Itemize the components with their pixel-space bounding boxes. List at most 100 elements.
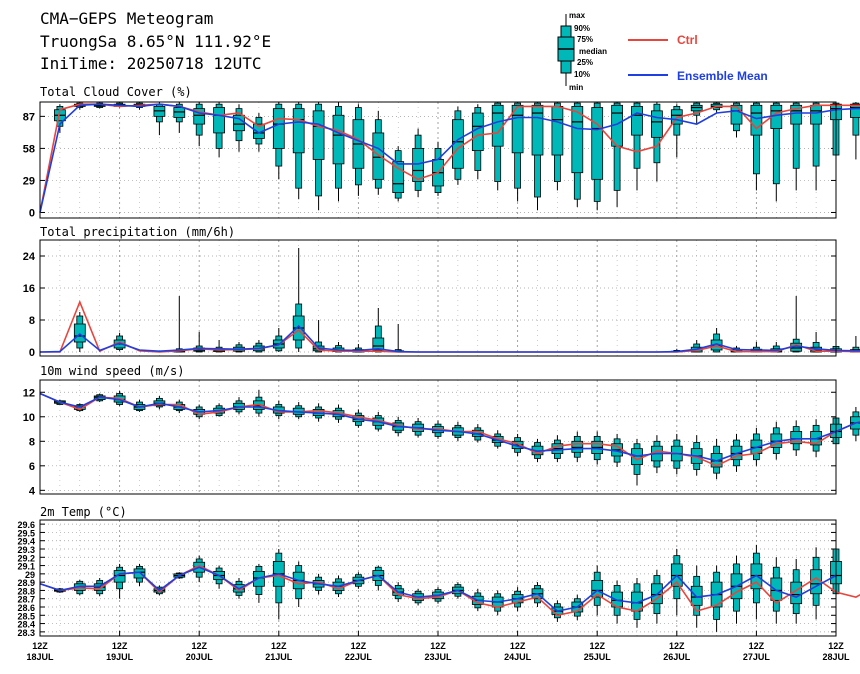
box-outer <box>772 102 780 185</box>
box-inner <box>631 106 643 136</box>
box-inner <box>511 104 524 154</box>
x-tick-label-date: 22JUL <box>345 652 373 662</box>
box-whisker <box>253 340 265 353</box>
box-inner <box>810 569 822 595</box>
box-whisker <box>392 146 405 202</box>
box-inner <box>332 114 345 165</box>
ctrl-line <box>39 392 860 467</box>
y-tick-label: 29.1 <box>17 562 35 572</box>
box-whisker <box>233 104 245 152</box>
box-whisker <box>173 296 186 353</box>
box-whisker <box>611 102 623 207</box>
y-tick-label: 29 <box>25 570 35 580</box>
y-tick-label: 29.4 <box>17 537 35 547</box>
box-whisker <box>272 328 285 352</box>
box-whisker <box>611 580 623 624</box>
y-tick-label: 28.3 <box>17 628 35 638</box>
panel-3: 28.328.428.528.628.728.828.92929.129.229… <box>17 519 860 638</box>
box-whisker <box>392 324 405 353</box>
box-inner <box>471 112 484 152</box>
x-tick-label-date: 18JUL <box>26 652 54 662</box>
box-whisker <box>372 110 385 195</box>
box-outer <box>812 102 820 167</box>
panel-frame <box>39 239 837 357</box>
box-inner <box>551 106 564 156</box>
box-whisker <box>173 102 186 133</box>
box-inner <box>193 108 206 125</box>
panel-frame <box>39 101 837 219</box>
x-tick-label-date: 24JUL <box>504 652 532 662</box>
y-tick-label: 28.4 <box>17 620 35 630</box>
box-whisker <box>670 104 683 158</box>
box-whisker <box>272 102 285 180</box>
x-tick-label-date: 19JUL <box>106 652 134 662</box>
box-inner <box>531 104 544 156</box>
box-inner <box>750 104 763 136</box>
box-inner <box>651 110 663 138</box>
box-legend-label-10: 10% <box>574 70 590 79</box>
x-tick-label-hour: 12Z <box>828 641 844 651</box>
y-tick-label: 6 <box>29 461 35 473</box>
box-whisker <box>332 102 345 202</box>
box-whisker <box>531 102 544 211</box>
y-tick-label: 29.3 <box>17 545 35 555</box>
x-tick-label-hour: 12Z <box>669 641 685 651</box>
y-tick-label: 28.8 <box>17 586 35 596</box>
x-tick-label-date: 20JUL <box>186 652 214 662</box>
panel-2: 4 6 8 10 12 <box>23 379 860 497</box>
box-outer <box>852 102 860 136</box>
box-inner <box>770 577 783 601</box>
panel-1: 0 8 16 24 <box>23 239 860 359</box>
line-legend: Ctrl Ensemble Mean <box>628 33 768 83</box>
panel-title-precip: Total precipitation (mm/6h) <box>40 225 235 239</box>
box-inner <box>571 440 584 453</box>
box-whisker <box>790 296 803 353</box>
box-whisker <box>790 102 803 191</box>
legend-mean-label: Ensemble Mean <box>677 69 768 83</box>
header-title: CMA−GEPS Meteogram <box>40 9 213 28</box>
panel-title-temp: 2m Temp (°C) <box>40 505 127 519</box>
y-tick-label: 28.5 <box>17 611 35 621</box>
header-location: TruongSa 8.65°N 111.92°E <box>40 32 271 51</box>
header-init-time: IniTime: 20250718 12UTC <box>40 54 262 73</box>
y-tick-label: 10 <box>23 412 35 424</box>
x-tick-label-hour: 12Z <box>510 641 526 651</box>
box-whisker <box>312 102 325 211</box>
box-inner <box>372 132 385 180</box>
box-whisker <box>810 547 822 620</box>
box-legend-label-25: 25% <box>577 58 593 67</box>
ensemble-mean-line <box>39 566 837 612</box>
box-inner <box>372 337 385 351</box>
y-tick-label: 28.9 <box>17 578 35 588</box>
ctrl-line <box>40 299 860 353</box>
box-whisker-legend: max 90% 75% median 25% 10% min <box>557 11 607 92</box>
box-whisker <box>292 248 305 352</box>
y-tick-label: 58 <box>23 143 35 155</box>
x-tick-label-date: 21JUL <box>265 652 293 662</box>
y-tick-label: 29.2 <box>17 553 35 563</box>
x-tick-label-date: 25JUL <box>584 652 612 662</box>
box-whisker <box>511 102 524 202</box>
box-inner <box>730 104 743 125</box>
x-tick-label-date: 26JUL <box>663 652 691 662</box>
box-whisker <box>491 590 504 616</box>
panel-frame <box>39 379 837 495</box>
box-whisker <box>770 102 783 202</box>
y-tick-label: 4 <box>29 485 36 497</box>
y-tick-label: 12 <box>23 387 35 399</box>
box-inner <box>790 431 803 445</box>
y-tick-label: 8 <box>29 315 35 327</box>
x-axis: 12Z18JUL12Z19JUL12Z20JUL12Z21JUL12Z22JUL… <box>26 631 850 662</box>
box-whisker <box>253 389 265 417</box>
x-tick-label-hour: 12Z <box>191 641 207 651</box>
panel-0: 0 29 58 87 <box>23 101 860 219</box>
box-inner <box>810 104 822 125</box>
box-whisker <box>571 102 584 207</box>
box-whisker <box>850 336 860 353</box>
box-inner <box>591 107 604 180</box>
x-tick-label-date: 27JUL <box>743 652 771 662</box>
box-whisker <box>153 102 166 136</box>
box-whisker <box>73 312 86 352</box>
box-inner <box>491 104 504 147</box>
x-tick-label-hour: 12Z <box>271 641 287 651</box>
